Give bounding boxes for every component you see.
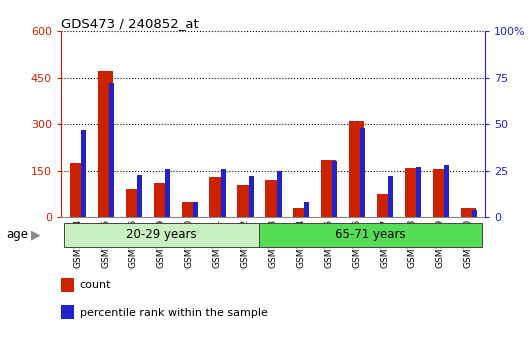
- Bar: [237, 185, 253, 217]
- Text: 20-29 years: 20-29 years: [126, 228, 197, 241]
- Bar: [64, 223, 259, 247]
- Bar: [461, 208, 476, 217]
- Bar: [293, 208, 308, 217]
- Bar: [444, 165, 449, 217]
- Bar: [165, 169, 170, 217]
- Bar: [360, 128, 365, 217]
- Bar: [349, 121, 364, 217]
- Bar: [432, 169, 448, 217]
- Bar: [193, 203, 198, 217]
- Bar: [259, 223, 482, 247]
- Bar: [70, 163, 85, 217]
- Bar: [249, 176, 254, 217]
- Bar: [388, 176, 393, 217]
- Bar: [126, 189, 141, 217]
- Text: GDS473 / 240852_at: GDS473 / 240852_at: [61, 17, 199, 30]
- Bar: [266, 180, 280, 217]
- Bar: [377, 194, 392, 217]
- Bar: [81, 130, 86, 217]
- Bar: [416, 167, 421, 217]
- Bar: [221, 169, 226, 217]
- Bar: [137, 175, 142, 217]
- Bar: [472, 210, 477, 217]
- Text: percentile rank within the sample: percentile rank within the sample: [80, 308, 267, 318]
- Bar: [154, 183, 169, 217]
- Bar: [332, 161, 338, 217]
- Text: count: count: [80, 280, 111, 290]
- Text: 65-71 years: 65-71 years: [335, 228, 406, 241]
- Bar: [321, 160, 337, 217]
- Bar: [109, 83, 114, 217]
- Bar: [182, 202, 197, 217]
- Bar: [98, 71, 113, 217]
- Bar: [304, 203, 310, 217]
- Bar: [209, 177, 225, 217]
- Text: ▶: ▶: [31, 228, 41, 242]
- Bar: [405, 168, 420, 217]
- Text: age: age: [6, 228, 29, 242]
- Bar: [277, 171, 281, 217]
